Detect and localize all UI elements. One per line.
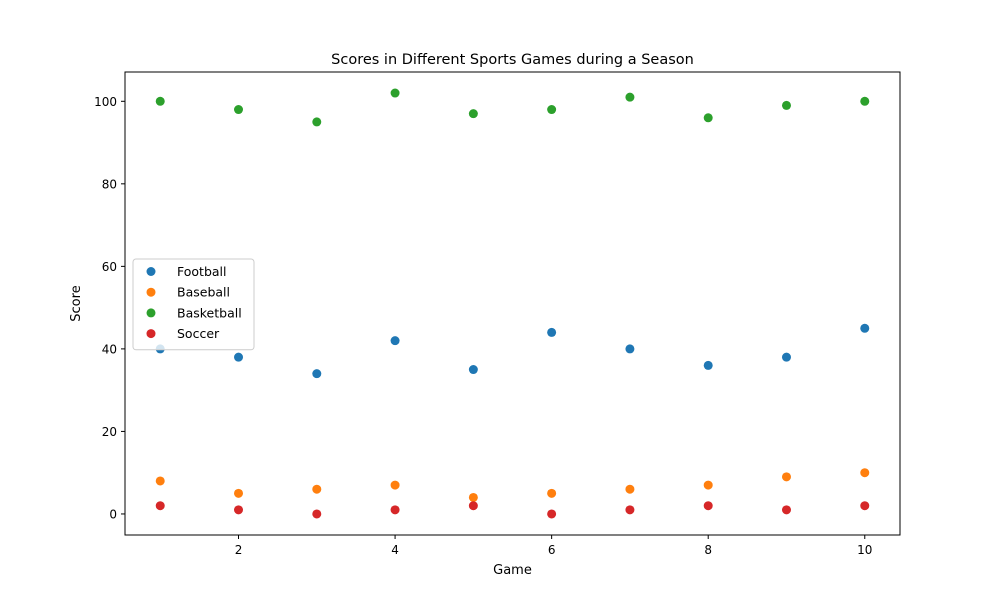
chart-title: Scores in Different Sports Games during … bbox=[331, 52, 694, 68]
x-tick-label: 8 bbox=[704, 543, 712, 557]
legend-label: Soccer bbox=[177, 326, 220, 341]
data-point bbox=[234, 352, 244, 362]
data-point bbox=[860, 468, 870, 478]
legend-marker bbox=[146, 308, 156, 318]
y-tick-label: 60 bbox=[102, 260, 117, 274]
data-point bbox=[860, 323, 870, 333]
series-baseball bbox=[155, 468, 870, 502]
x-tick-label: 10 bbox=[857, 543, 872, 557]
data-point bbox=[312, 369, 322, 379]
y-axis-label: Score bbox=[69, 285, 84, 321]
data-point bbox=[703, 501, 713, 511]
data-point bbox=[547, 488, 557, 498]
data-point bbox=[860, 96, 870, 106]
y-tick-label: 20 bbox=[102, 425, 117, 439]
x-tick-label: 6 bbox=[548, 543, 556, 557]
data-point bbox=[781, 352, 791, 362]
legend-box bbox=[132, 258, 255, 351]
x-tick-label: 4 bbox=[391, 543, 399, 557]
data-point bbox=[234, 488, 244, 498]
data-point bbox=[312, 117, 322, 127]
data-point bbox=[155, 501, 165, 511]
y-tick-label: 80 bbox=[102, 177, 117, 191]
data-point bbox=[860, 501, 870, 511]
data-point bbox=[547, 327, 557, 337]
data-point bbox=[703, 360, 713, 370]
data-point bbox=[781, 100, 791, 110]
data-point bbox=[625, 484, 635, 494]
series-basketball bbox=[155, 88, 870, 127]
legend-label: Baseball bbox=[177, 285, 230, 300]
data-point bbox=[781, 472, 791, 482]
legend-marker bbox=[146, 329, 156, 339]
data-point bbox=[547, 509, 557, 519]
y-tick-label: 40 bbox=[102, 342, 117, 356]
data-point bbox=[390, 336, 400, 346]
x-tick-label: 2 bbox=[235, 543, 243, 557]
data-point bbox=[234, 505, 244, 515]
data-point bbox=[234, 105, 244, 115]
data-point bbox=[703, 113, 713, 123]
data-point bbox=[312, 509, 322, 519]
legend-label: Basketball bbox=[177, 305, 242, 320]
data-point bbox=[312, 484, 322, 494]
axes-frame bbox=[124, 71, 901, 536]
legend-marker bbox=[146, 287, 156, 297]
data-point bbox=[390, 88, 400, 98]
series-soccer bbox=[155, 501, 870, 519]
data-point bbox=[155, 96, 165, 106]
data-point bbox=[155, 476, 165, 486]
data-point bbox=[625, 344, 635, 354]
data-point bbox=[703, 480, 713, 490]
y-tick-label: 100 bbox=[94, 95, 117, 109]
data-point bbox=[390, 505, 400, 515]
legend-marker bbox=[146, 267, 156, 276]
x-axis-label: Game bbox=[493, 563, 532, 578]
data-point bbox=[468, 501, 478, 511]
data-point bbox=[625, 505, 635, 515]
data-point bbox=[781, 505, 791, 515]
data-point bbox=[547, 105, 557, 115]
legend: Football Baseball Basketball Soccer bbox=[132, 258, 255, 351]
data-point bbox=[468, 109, 478, 119]
legend-label: Football bbox=[177, 264, 226, 279]
y-tick-label: 0 bbox=[109, 507, 117, 521]
data-point bbox=[390, 480, 400, 490]
data-point bbox=[468, 492, 478, 502]
data-point bbox=[625, 92, 635, 102]
series-football bbox=[155, 323, 870, 379]
data-point bbox=[468, 365, 478, 375]
